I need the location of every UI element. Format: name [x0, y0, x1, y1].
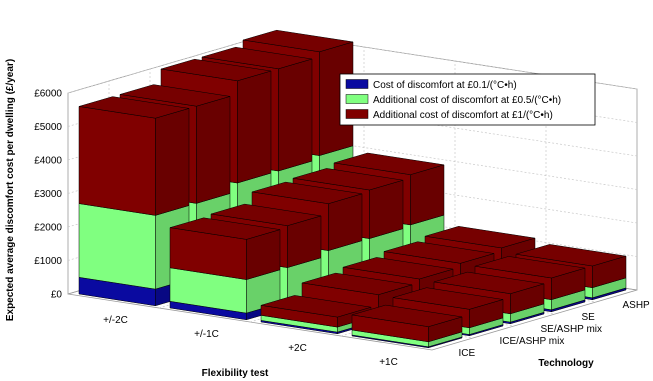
legend-entry: Additional cost of discomfort at £0.5/(°… — [373, 95, 561, 106]
bar-segment-side — [278, 58, 313, 172]
bar-segment-side — [410, 164, 445, 226]
bar-top — [383, 241, 495, 264]
bar-top — [342, 257, 454, 280]
bar-top — [424, 226, 536, 249]
bar-top — [242, 29, 354, 53]
legend-entry: Additional cost of discomfort at £1/(°C•… — [373, 110, 553, 121]
y-tick-label: £3000 — [34, 189, 62, 200]
bar-top — [201, 46, 313, 70]
x-axis-title: Flexibility test — [202, 368, 269, 379]
y-axis-title: Expected average discomfort cost per dwe… — [5, 59, 16, 321]
legend-swatch — [345, 79, 369, 89]
bar-top — [292, 168, 404, 191]
bar-top — [160, 58, 272, 82]
bar-top — [119, 84, 231, 107]
bar-top — [392, 287, 504, 310]
y-tick-label: £0 — [51, 290, 63, 301]
bars — [78, 29, 627, 349]
legend-entry: Cost of discomfort at £0.1/(°C•h) — [373, 80, 517, 91]
x-tick-label: +/-2C — [103, 315, 128, 326]
y-tick-label: £6000 — [34, 89, 62, 100]
bar-top — [474, 256, 586, 279]
bar-top — [169, 217, 281, 240]
bar-top — [251, 181, 363, 204]
bar-top — [78, 96, 190, 119]
z-tick-label: SE/ASHP mix — [541, 324, 603, 335]
legend: Cost of discomfort at £0.1/(°C•h) Additio… — [339, 73, 596, 126]
x-tick-label: +2C — [288, 343, 307, 354]
bar-top — [210, 203, 322, 226]
bar-segment — [78, 203, 156, 290]
y-tick-label: £2000 — [34, 223, 62, 234]
bar-top — [351, 304, 463, 327]
z-tick-label: ASHP — [623, 300, 651, 311]
bar-top — [260, 295, 372, 318]
y-tick-label: £1000 — [34, 256, 62, 267]
y-tick-label: £4000 — [34, 156, 62, 167]
z-tick-label: SE — [582, 312, 596, 323]
legend-box — [339, 73, 596, 126]
bar-segment — [78, 106, 156, 216]
x-tick-label: +/-1C — [194, 329, 219, 340]
bar-stack — [351, 304, 463, 349]
bar-segment-side — [196, 96, 231, 204]
bar-top — [301, 272, 413, 295]
bar-segment-side — [237, 70, 272, 184]
bar-top — [515, 244, 627, 267]
bar-segment-side — [155, 108, 190, 216]
bar-top — [433, 271, 545, 294]
bar-segment-side — [369, 179, 404, 239]
z-tick-label: ICE — [459, 348, 476, 359]
z-axis-title: Technology — [538, 358, 594, 369]
bar-top — [333, 152, 445, 175]
z-tick-label: ICE/ASHP mix — [500, 336, 565, 347]
x-tick-label: +1C — [379, 357, 398, 368]
y-tick-label: £5000 — [34, 122, 62, 133]
ticks: £0 £1000 £2000 £3000 £4000 £5000 £6000 +/-2C +/-… — [34, 89, 650, 369]
legend-swatch — [345, 109, 369, 119]
legend-swatch — [345, 94, 369, 104]
